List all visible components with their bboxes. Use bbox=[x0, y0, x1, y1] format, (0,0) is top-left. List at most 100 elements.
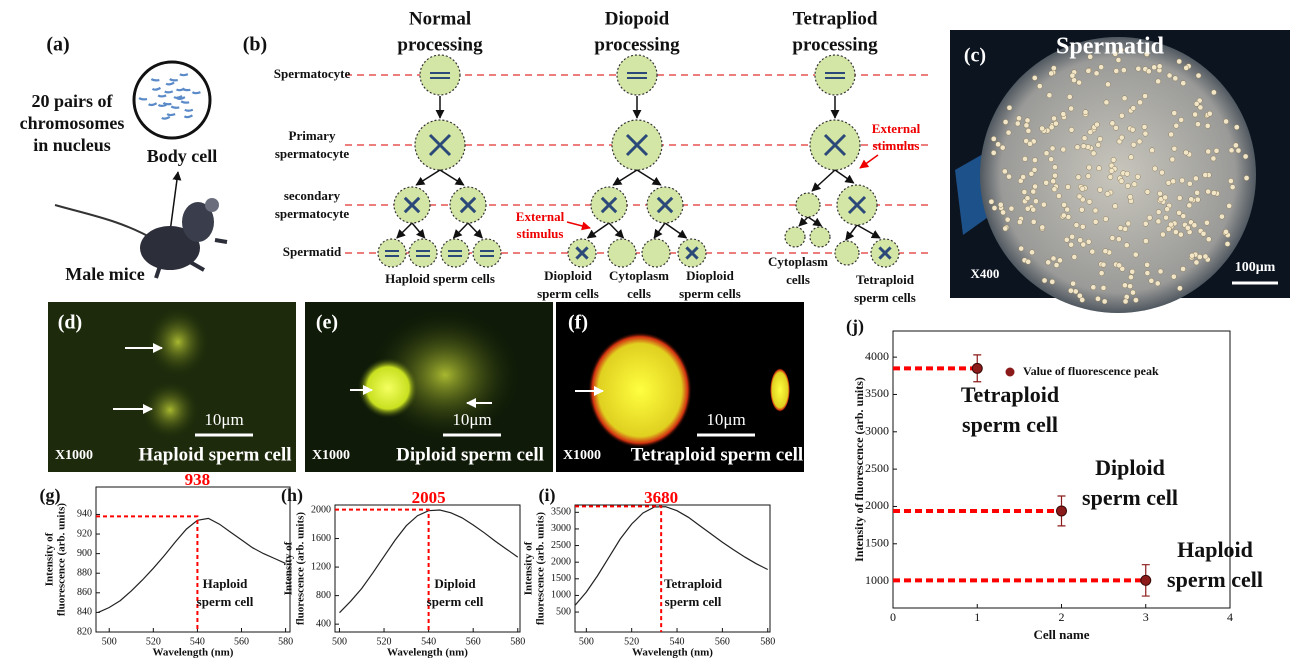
data-point bbox=[972, 363, 982, 373]
cell-dot bbox=[1051, 179, 1056, 184]
cell-dot bbox=[1167, 73, 1172, 78]
cell-dot bbox=[1061, 111, 1066, 116]
x-tick-label: 580 bbox=[760, 636, 775, 647]
cell-dot bbox=[1003, 119, 1008, 124]
cell-dot bbox=[1065, 207, 1070, 212]
cell-dot bbox=[1142, 124, 1147, 129]
x-tick-label: 1 bbox=[974, 610, 980, 624]
cell-dot bbox=[1074, 222, 1079, 227]
cell-dot bbox=[1160, 232, 1165, 237]
cell bbox=[441, 239, 469, 267]
cell-dot bbox=[1233, 143, 1238, 148]
cell-dot bbox=[1049, 125, 1054, 130]
cell-dot bbox=[1171, 179, 1176, 184]
panel-label: (i) bbox=[539, 485, 556, 506]
panel-label: (d) bbox=[58, 312, 82, 334]
annotation: sperm cell bbox=[1082, 485, 1178, 510]
x-tick-label: 0 bbox=[890, 610, 896, 624]
cell-dot bbox=[1083, 110, 1088, 115]
cell-dot bbox=[1049, 71, 1054, 76]
cell-dot bbox=[1195, 190, 1200, 195]
cell-dot bbox=[1031, 219, 1036, 224]
cell bbox=[473, 239, 501, 267]
cell-dot bbox=[1145, 270, 1150, 275]
cell-dot bbox=[1119, 179, 1124, 184]
cell-dot bbox=[1093, 219, 1098, 224]
cell-dot bbox=[1098, 136, 1103, 141]
cell-dot bbox=[1019, 246, 1024, 251]
cell-dot bbox=[1078, 238, 1083, 243]
annotation: Diploid bbox=[1095, 455, 1165, 480]
spectrum-line bbox=[98, 518, 285, 612]
cell-dot bbox=[1103, 216, 1108, 221]
cell-dot bbox=[1006, 174, 1011, 179]
peak-marker bbox=[335, 510, 429, 632]
cell-dot bbox=[1189, 197, 1194, 202]
legend-marker bbox=[1006, 368, 1015, 377]
cell-dot bbox=[1033, 199, 1038, 204]
x-tick-label: 500 bbox=[102, 636, 117, 647]
cell-dot bbox=[1135, 174, 1140, 179]
cell-dot bbox=[1177, 286, 1182, 291]
cell-dot bbox=[1234, 125, 1239, 130]
data-point bbox=[1141, 575, 1151, 585]
arrow bbox=[665, 223, 687, 238]
cell-dot bbox=[1065, 184, 1070, 189]
cell-dot bbox=[1195, 197, 1200, 202]
x-axis-title: Wavelength (nm) bbox=[387, 647, 468, 659]
cell-dot bbox=[1009, 206, 1014, 211]
cell-dot bbox=[1102, 299, 1107, 304]
cell-dot bbox=[1113, 125, 1118, 130]
cell-dot bbox=[1136, 66, 1141, 71]
cell-dot bbox=[1029, 250, 1034, 255]
cell-dot bbox=[1137, 100, 1142, 105]
cell-dot bbox=[1108, 174, 1113, 179]
cell bbox=[796, 193, 820, 217]
stimulus-label: External bbox=[872, 121, 921, 136]
y-tick-label: 1600 bbox=[311, 533, 331, 544]
arrow bbox=[860, 155, 878, 168]
output-label: cells bbox=[786, 272, 810, 287]
cell-dot bbox=[1090, 249, 1095, 254]
cell-dot bbox=[1157, 191, 1162, 196]
cell-dot bbox=[1244, 175, 1249, 180]
cell-dot bbox=[1171, 274, 1176, 279]
cell-dot bbox=[1077, 80, 1082, 85]
chromosome-text: chromosomes bbox=[20, 113, 125, 133]
y-tick-label: 2000 bbox=[311, 504, 331, 515]
cell-dot bbox=[1067, 94, 1072, 99]
output-label: Dioploid bbox=[544, 268, 592, 283]
cell-blob bbox=[770, 368, 790, 412]
cell-dot bbox=[1203, 172, 1208, 177]
stage-label: spermatocyte bbox=[275, 206, 350, 221]
cell-dot bbox=[1047, 93, 1052, 98]
cell-dot bbox=[1130, 127, 1135, 132]
y-tick-label: 1000 bbox=[865, 573, 889, 587]
arrow bbox=[637, 170, 661, 185]
cell-dot bbox=[1032, 75, 1037, 80]
cell bbox=[835, 241, 859, 265]
y-tick-label: 2500 bbox=[551, 540, 571, 551]
cell-dot bbox=[1177, 195, 1182, 200]
cell-dot bbox=[1094, 122, 1099, 127]
y-tick-label: 820 bbox=[77, 626, 92, 637]
annotation: Tetraploid bbox=[664, 576, 723, 591]
arrow bbox=[835, 170, 854, 183]
caption: Tetraploid sperm cell bbox=[631, 444, 803, 465]
column-header: processing bbox=[397, 34, 483, 55]
cell-dot bbox=[1001, 210, 1006, 215]
cell-dot bbox=[1017, 219, 1022, 224]
y-axis-title: fluorescence (arb. units) bbox=[295, 512, 307, 625]
y-axis-title: Intensity of bbox=[523, 541, 535, 595]
chromosome bbox=[158, 105, 166, 106]
figure: (a)20 pairs ofchromosomesin nucleusBody … bbox=[0, 0, 1294, 660]
chromosome-text: 20 pairs of bbox=[32, 91, 114, 111]
cell bbox=[608, 239, 636, 267]
arrow bbox=[654, 223, 665, 238]
y-tick-label: 3500 bbox=[865, 386, 889, 400]
cell-dot bbox=[1016, 116, 1021, 121]
cell-dot bbox=[1114, 68, 1119, 73]
cell-dot bbox=[1031, 189, 1036, 194]
cell-dot bbox=[1172, 146, 1177, 151]
cell-dot bbox=[1003, 226, 1008, 231]
